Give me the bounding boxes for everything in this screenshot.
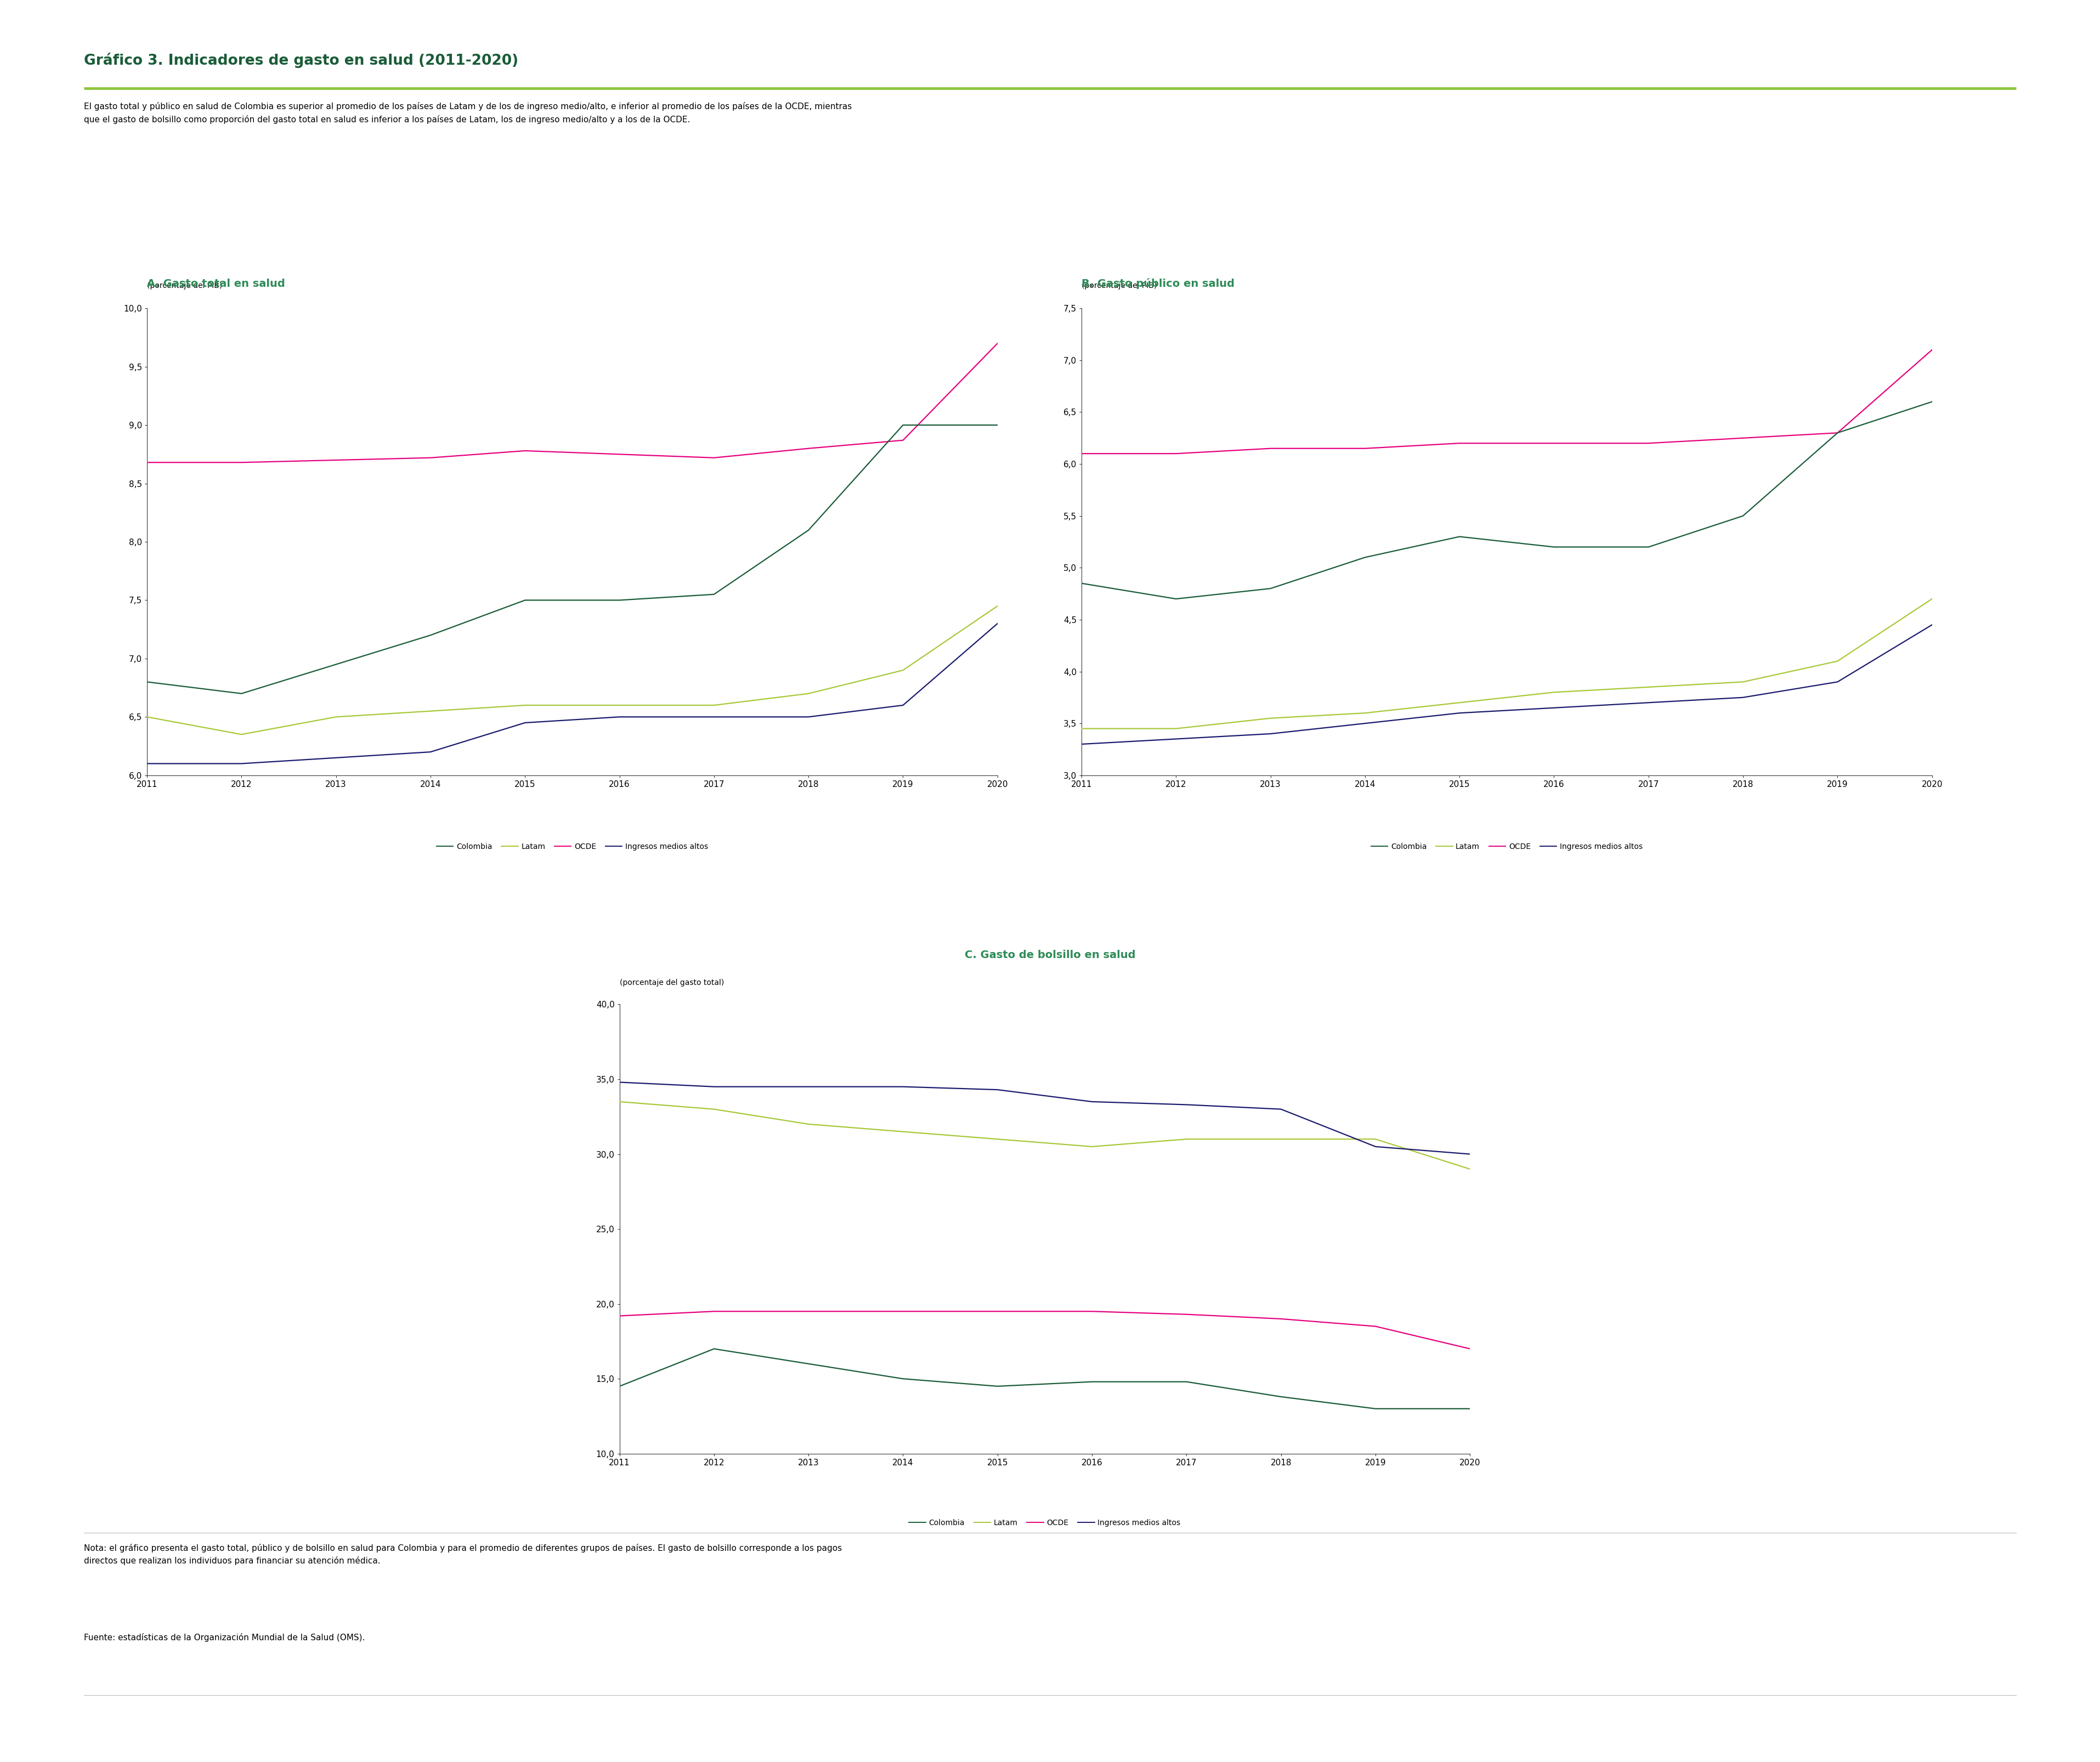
- Text: (porcentaje del PIB): (porcentaje del PIB): [147, 282, 223, 289]
- Text: (porcentaje del PIB): (porcentaje del PIB): [1082, 282, 1157, 289]
- Text: C. Gasto de bolsillo en salud: C. Gasto de bolsillo en salud: [964, 950, 1136, 960]
- Text: Gráfico 3. Indicadores de gasto en salud (2011-2020): Gráfico 3. Indicadores de gasto en salud…: [84, 53, 519, 69]
- Legend: Colombia, Latam, OCDE, Ingresos medios altos: Colombia, Latam, OCDE, Ingresos medios a…: [1367, 840, 1646, 853]
- Text: Fuente: estadísticas de la Organización Mundial de la Salud (OMS).: Fuente: estadísticas de la Organización …: [84, 1633, 365, 1642]
- Legend: Colombia, Latam, OCDE, Ingresos medios altos: Colombia, Latam, OCDE, Ingresos medios a…: [905, 1515, 1184, 1529]
- Text: Nota: el gráfico presenta el gasto total, público y de bolsillo en salud para Co: Nota: el gráfico presenta el gasto total…: [84, 1544, 842, 1565]
- Text: (porcentaje del gasto total): (porcentaje del gasto total): [619, 978, 724, 987]
- Text: A. Gasto total en salud: A. Gasto total en salud: [147, 278, 286, 289]
- Text: B. Gasto público en salud: B. Gasto público en salud: [1082, 278, 1235, 289]
- Text: El gasto total y público en salud de Colombia es superior al promedio de los paí: El gasto total y público en salud de Col…: [84, 102, 853, 123]
- Legend: Colombia, Latam, OCDE, Ingresos medios altos: Colombia, Latam, OCDE, Ingresos medios a…: [433, 840, 712, 853]
